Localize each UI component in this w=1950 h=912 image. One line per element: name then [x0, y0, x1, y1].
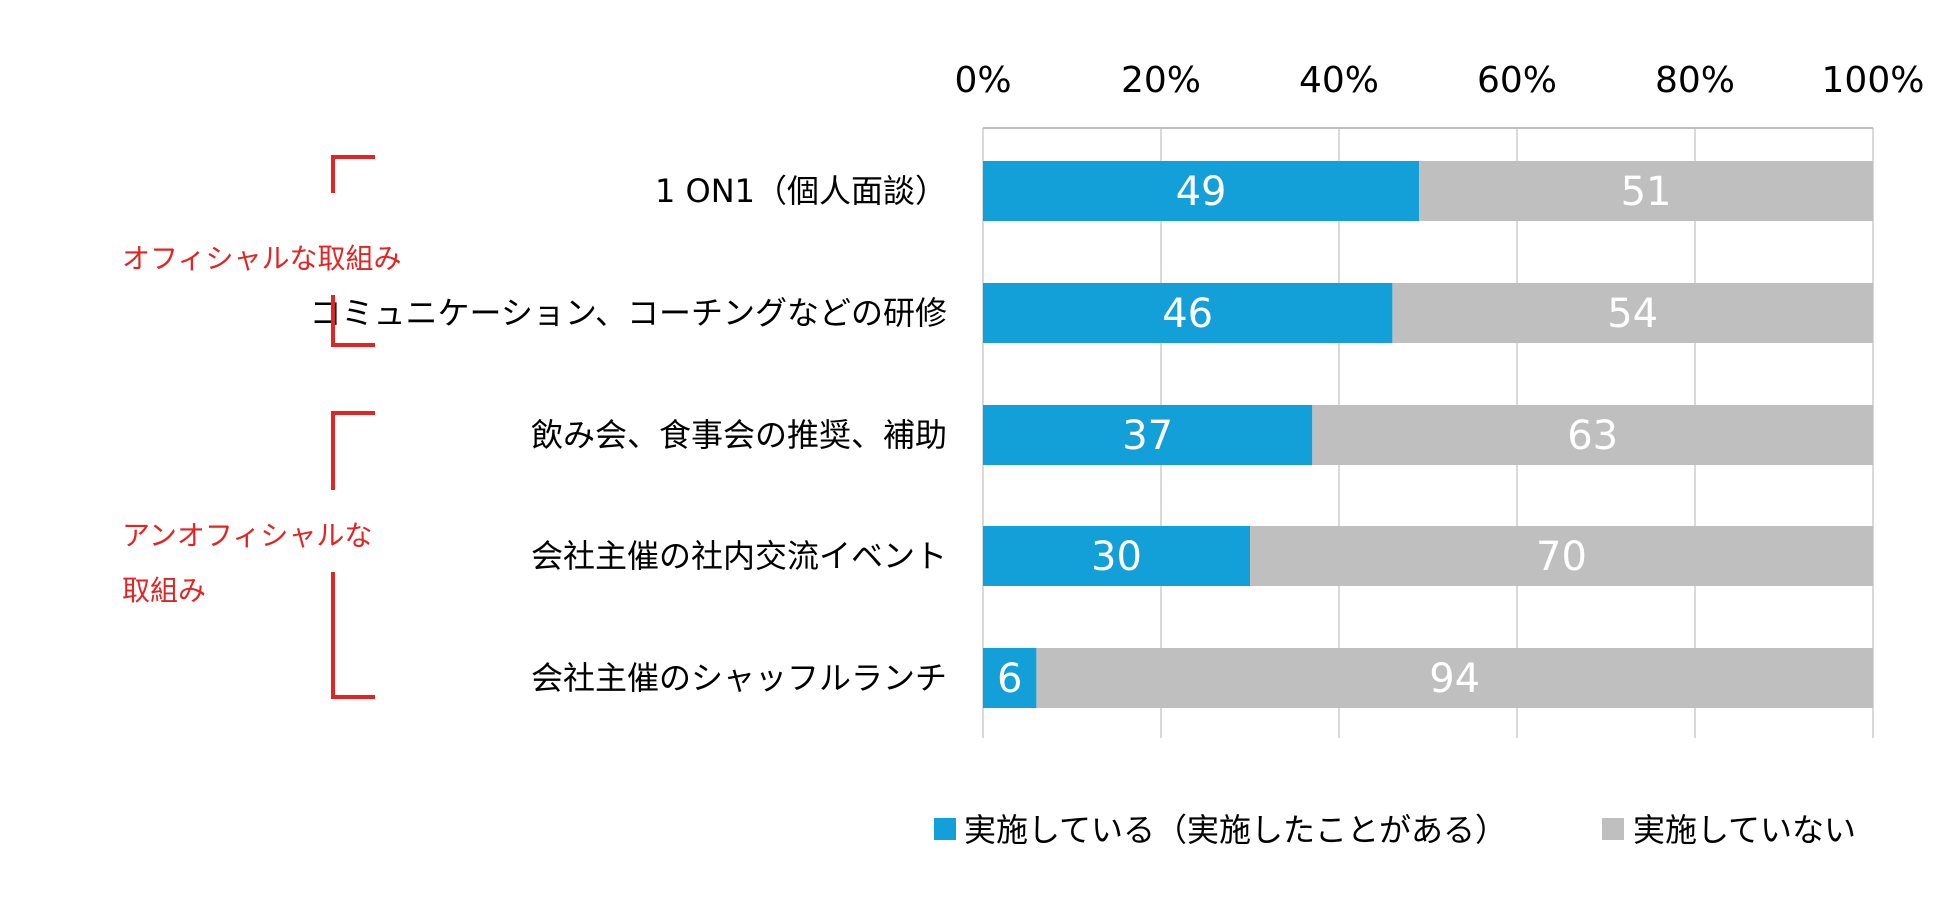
bar-segment-implemented — [983, 161, 1420, 221]
category-label: 会社主催の社内交流イベント — [531, 537, 947, 575]
legend-label: 実施していない — [1633, 811, 1856, 849]
bar-data-label: 51 — [1621, 169, 1672, 215]
bar-segment-implemented — [983, 648, 1037, 708]
x-tick-label: 40% — [1299, 60, 1379, 101]
bar-segment-implemented — [983, 405, 1313, 465]
bar-data-label: 49 — [1176, 169, 1227, 215]
bars: 49 51 46 54 37 63 30 70 6 94 — [983, 161, 1873, 708]
group-label: 取組み — [122, 574, 206, 607]
bar-data-label: 94 — [1429, 656, 1480, 702]
legend-swatch — [1602, 818, 1624, 840]
bar-segment-implemented — [983, 283, 1393, 343]
category-label: 1 ON1（個人面談） — [655, 172, 947, 210]
x-tick-label: 20% — [1121, 60, 1201, 101]
group-label: オフィシャルな取組み — [122, 242, 401, 275]
group-bracket — [331, 411, 375, 699]
bar-data-label: 63 — [1567, 413, 1618, 459]
group-label: アンオフィシャルな — [122, 519, 372, 552]
bar-data-label: 54 — [1607, 291, 1658, 337]
x-tick-label: 0% — [954, 60, 1011, 101]
bar-segment-not-implemented — [1036, 648, 1873, 708]
category-label: 飲み会、食事会の推奨、補助 — [531, 416, 947, 454]
bar-segment-not-implemented — [1312, 405, 1873, 465]
x-tick-label: 80% — [1655, 60, 1735, 101]
bar-data-label: 70 — [1536, 534, 1587, 580]
bar-segment-not-implemented — [1419, 161, 1873, 221]
bar-segment-not-implemented — [1250, 526, 1873, 586]
bar-data-label: 46 — [1162, 291, 1213, 337]
category-label: コミュニケーション、コーチングなどの研修 — [310, 294, 947, 332]
bar-segment-not-implemented — [1392, 283, 1873, 343]
category-label: 会社主催のシャッフルランチ — [531, 659, 947, 697]
bar-data-label: 37 — [1122, 413, 1173, 459]
group-bracket — [331, 155, 375, 347]
legend: 実施している（実施したことがある） 実施していない — [934, 811, 1856, 849]
x-axis-ticks: 0% 20% 40% 60% 80% 100% — [954, 60, 1924, 101]
x-tick-label: 100% — [1822, 60, 1925, 101]
category-labels: 1 ON1（個人面談） コミュニケーション、コーチングなどの研修飲み会、食事会の推… — [310, 172, 947, 697]
legend-label: 実施している（実施したことがある） — [964, 811, 1507, 849]
bar-data-label: 30 — [1091, 534, 1142, 580]
legend-swatch — [934, 818, 956, 840]
bar-data-label: 6 — [997, 656, 1022, 702]
x-tick-label: 60% — [1477, 60, 1557, 101]
bar-segment-implemented — [983, 526, 1250, 586]
